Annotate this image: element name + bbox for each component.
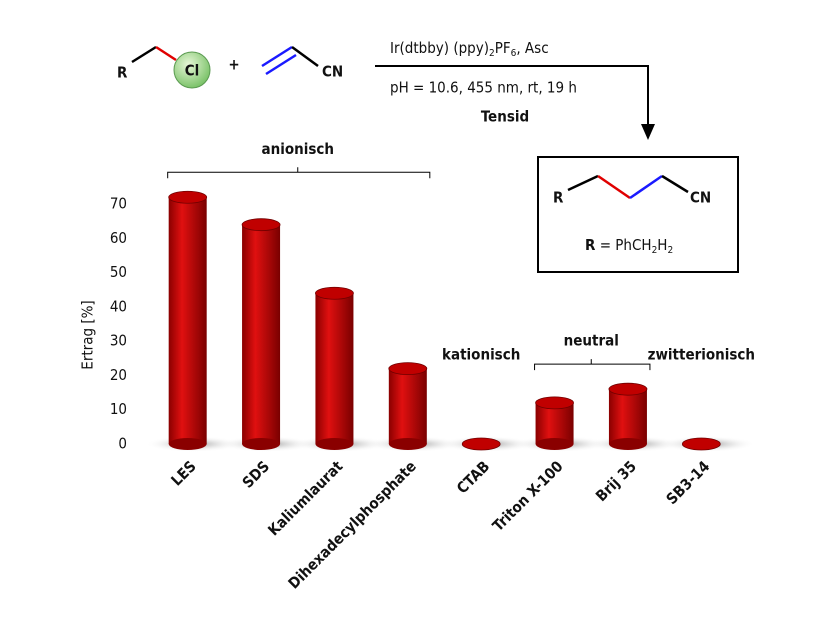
y-tick-label: 20 (110, 366, 127, 384)
y-tick-label: 50 (110, 263, 127, 281)
arrow (375, 65, 649, 128)
x-tick-label: LES (167, 457, 199, 489)
product-r: R (553, 189, 564, 207)
group-bracket (167, 167, 431, 179)
y-tick-label: 60 (110, 229, 127, 247)
product-legend: R = PhCH2H2 (585, 236, 673, 257)
group-label: neutral (564, 332, 619, 350)
y-tick-label: 70 (110, 195, 127, 213)
group-label: zwitterionisch (648, 346, 755, 364)
bar-base (388, 438, 427, 450)
text: H (657, 236, 667, 254)
bar-top (608, 382, 648, 396)
y-axis-label: Ertrag [%] (79, 300, 97, 369)
product-box (537, 156, 739, 273)
y-tick-label: 0 (118, 435, 127, 453)
subscript: 6 (511, 48, 517, 59)
plus: + (228, 56, 239, 74)
bar-base (535, 438, 574, 450)
bond (261, 45, 293, 68)
x-tick-label: CTAB (453, 457, 493, 497)
bond (265, 53, 297, 76)
reactant-cn: CN (322, 63, 343, 81)
bar-top (535, 396, 574, 410)
bar (388, 368, 427, 444)
y-tick-label: 10 (110, 400, 127, 418)
bar-top (168, 190, 208, 204)
bar (168, 197, 207, 444)
conditions-catalyst: Ir(dtbby) (ppy)2PF6, Asc (390, 39, 549, 60)
subscript: 2 (667, 245, 673, 256)
bond (155, 45, 177, 62)
conditions-tensid: Tensid (481, 108, 529, 126)
reactant-cl: Cl (185, 62, 200, 80)
product-cn: CN (690, 189, 711, 207)
group-label: kationisch (442, 346, 520, 364)
y-tick-label: 40 (110, 297, 127, 315)
bar-top (681, 437, 721, 451)
bond (597, 174, 631, 200)
cl-atom (173, 51, 211, 89)
x-tick-label: SB3-14 (663, 457, 714, 508)
bond (661, 174, 689, 194)
reaction-scheme: R Cl + CN Ir(dtbby) (ppy)2PF6, Asc pH = … (117, 39, 739, 273)
group-bracket (534, 359, 651, 371)
bar (608, 389, 647, 444)
bar-base (168, 438, 207, 450)
text: PF (495, 39, 511, 57)
x-tick-label: Kaliumlaurat (264, 457, 346, 539)
bond (567, 174, 599, 192)
bond (291, 45, 319, 68)
x-tick-label: Dihexadecylphosphate (285, 457, 420, 592)
text: Ir(dtbby) (ppy) (390, 39, 489, 57)
group-label: anionisch (262, 140, 334, 158)
text: , Asc (516, 39, 548, 57)
bar-top (388, 362, 428, 376)
bar-top (315, 286, 354, 300)
bar (535, 402, 574, 444)
bar (242, 224, 281, 444)
bond (629, 174, 663, 200)
bar-base (608, 438, 647, 450)
x-tick-label: SDS (239, 457, 273, 491)
bar-base (242, 438, 281, 450)
bond (131, 45, 157, 64)
text: R (585, 236, 596, 254)
y-tick-label: 30 (110, 332, 127, 350)
bar-top (241, 218, 281, 232)
subscript: 2 (652, 245, 658, 256)
conditions-params: pH = 10.6, 455 nm, rt, 19 h (390, 79, 577, 97)
text: = PhCH (595, 236, 651, 254)
bar-top (461, 437, 501, 451)
arrow-head (641, 124, 655, 140)
bar-base (315, 438, 354, 450)
subscript: 2 (489, 48, 495, 59)
x-tick-label: Brij 35 (592, 457, 640, 505)
bar (315, 293, 354, 444)
reactant-r: R (117, 64, 128, 82)
x-tick-label: Triton X-100 (489, 457, 567, 535)
